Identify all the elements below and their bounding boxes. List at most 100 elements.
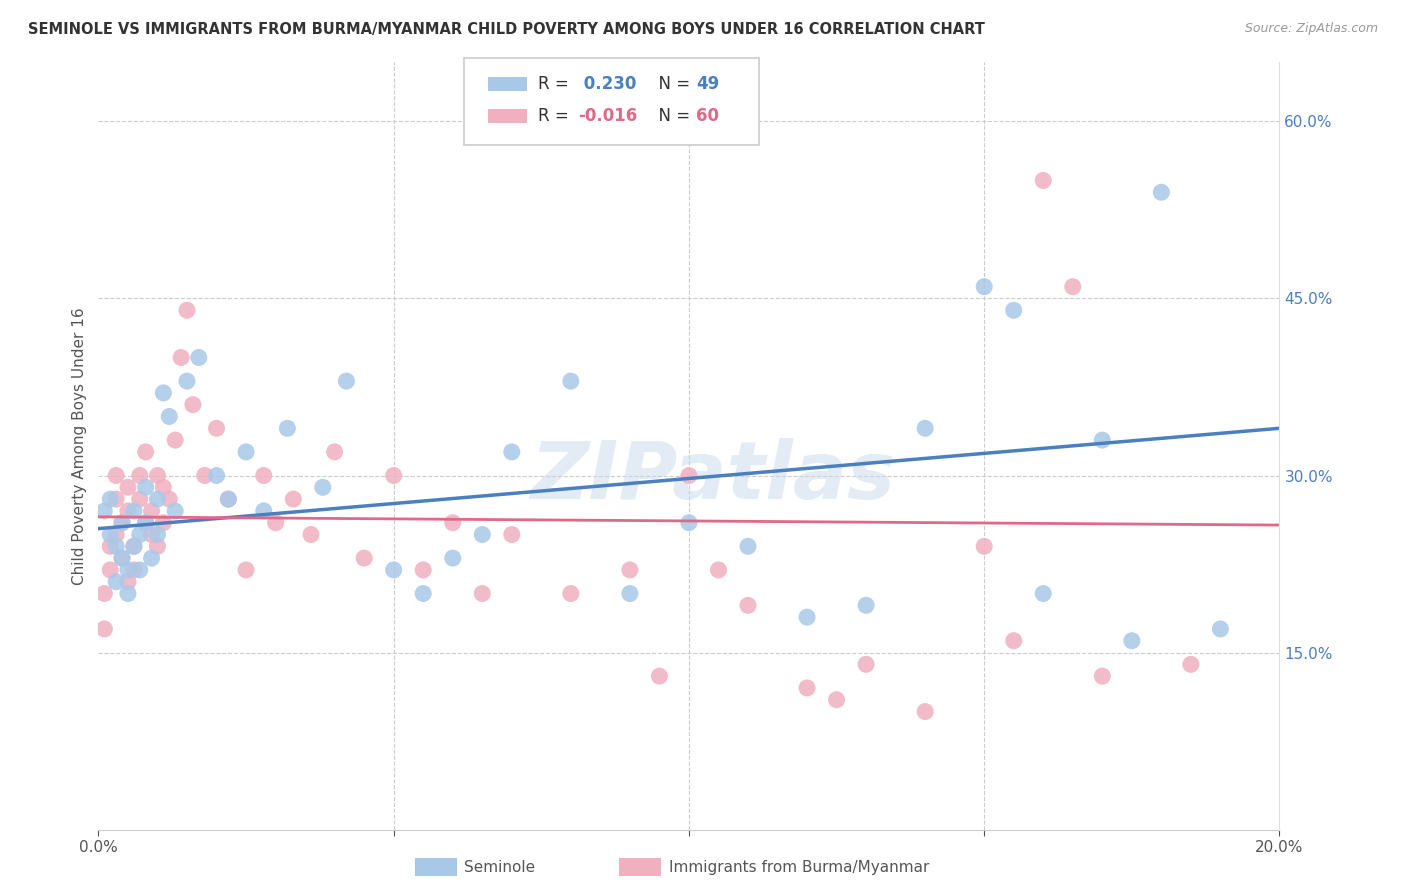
Point — [98, 492, 121, 507]
Point — [135, 480, 157, 494]
Y-axis label: Child Poverty Among Boys Under 16: Child Poverty Among Boys Under 16 — [72, 307, 87, 585]
Point — [560, 586, 582, 600]
Point — [111, 551, 134, 566]
Point — [855, 599, 877, 613]
Point — [855, 657, 877, 672]
Point — [187, 351, 209, 365]
Point — [146, 539, 169, 553]
Point — [157, 492, 180, 507]
Point — [128, 527, 150, 541]
Point — [737, 539, 759, 553]
Point — [146, 492, 169, 507]
Point — [648, 669, 671, 683]
Point — [1002, 303, 1025, 318]
Point — [560, 374, 582, 388]
Point — [93, 622, 115, 636]
Point — [141, 504, 163, 518]
Point — [117, 574, 139, 589]
Text: Source: ZipAtlas.com: Source: ZipAtlas.com — [1244, 22, 1378, 36]
Point — [707, 563, 730, 577]
Point — [1180, 657, 1202, 672]
Point — [1121, 633, 1143, 648]
Point — [973, 279, 995, 293]
Point — [825, 692, 848, 706]
Point — [141, 527, 163, 541]
Point — [1062, 279, 1084, 293]
Point — [105, 527, 128, 541]
Point — [105, 574, 128, 589]
Text: 0.230: 0.230 — [578, 75, 637, 93]
Point — [170, 351, 193, 365]
Point — [796, 610, 818, 624]
Point — [205, 421, 228, 435]
Point — [914, 705, 936, 719]
Point — [1209, 622, 1232, 636]
Point — [165, 504, 187, 518]
Point — [98, 527, 121, 541]
Point — [152, 516, 174, 530]
Point — [128, 563, 150, 577]
Point — [678, 516, 700, 530]
Text: SEMINOLE VS IMMIGRANTS FROM BURMA/MYANMAR CHILD POVERTY AMONG BOYS UNDER 16 CORR: SEMINOLE VS IMMIGRANTS FROM BURMA/MYANMA… — [28, 22, 986, 37]
Point — [135, 445, 157, 459]
Point — [441, 551, 464, 566]
Point — [914, 421, 936, 435]
Point — [194, 468, 217, 483]
Point — [796, 681, 818, 695]
Point — [1091, 433, 1114, 447]
Point — [105, 539, 128, 553]
Text: R =: R = — [538, 107, 575, 125]
Point — [501, 527, 523, 541]
Point — [264, 516, 287, 530]
Point — [619, 586, 641, 600]
Point — [176, 303, 198, 318]
Point — [117, 480, 139, 494]
Point — [312, 480, 335, 494]
Point — [122, 504, 145, 518]
Point — [122, 539, 145, 553]
Point — [412, 563, 434, 577]
Point — [105, 468, 128, 483]
Point — [471, 527, 494, 541]
Text: N =: N = — [648, 107, 696, 125]
Point — [353, 551, 375, 566]
Point — [122, 563, 145, 577]
Point — [382, 563, 405, 577]
Point — [441, 516, 464, 530]
Point — [122, 539, 145, 553]
Point — [299, 527, 322, 541]
Point — [412, 586, 434, 600]
Point — [98, 539, 121, 553]
Point — [117, 504, 139, 518]
Point — [157, 409, 180, 424]
Point — [93, 504, 115, 518]
Point — [128, 468, 150, 483]
Point — [152, 480, 174, 494]
Point — [323, 445, 346, 459]
Text: Immigrants from Burma/Myanmar: Immigrants from Burma/Myanmar — [669, 860, 929, 874]
Point — [146, 468, 169, 483]
Text: Seminole: Seminole — [464, 860, 536, 874]
Point — [501, 445, 523, 459]
Point — [382, 468, 405, 483]
Point — [235, 563, 257, 577]
Text: 49: 49 — [696, 75, 720, 93]
Point — [111, 516, 134, 530]
Point — [737, 599, 759, 613]
Point — [128, 492, 150, 507]
Point — [111, 551, 134, 566]
Text: R =: R = — [538, 75, 575, 93]
Point — [135, 516, 157, 530]
Point — [335, 374, 357, 388]
Point — [276, 421, 298, 435]
Point — [117, 586, 139, 600]
Point — [678, 468, 700, 483]
Text: -0.016: -0.016 — [578, 107, 637, 125]
Point — [105, 492, 128, 507]
Point — [117, 563, 139, 577]
Point — [176, 374, 198, 388]
Point — [973, 539, 995, 553]
Point — [141, 551, 163, 566]
Text: 60: 60 — [696, 107, 718, 125]
Text: N =: N = — [648, 75, 696, 93]
